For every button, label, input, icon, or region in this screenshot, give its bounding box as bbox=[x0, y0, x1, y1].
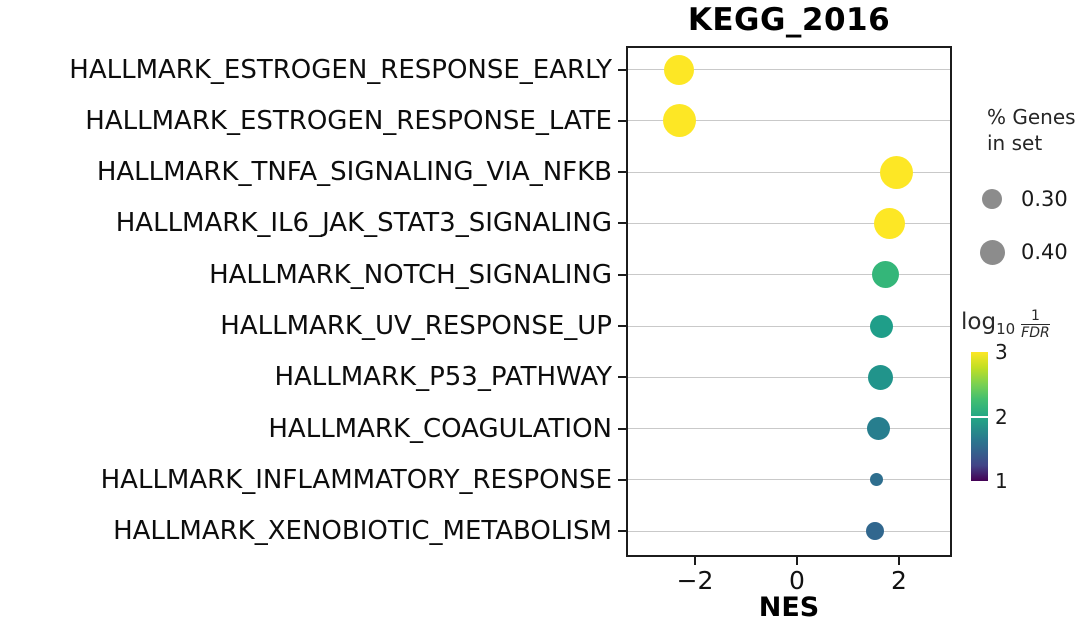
y-tick-mark bbox=[618, 325, 626, 327]
gridline bbox=[628, 325, 950, 327]
y-axis-label-9: HALLMARK_XENOBIOTIC_METABOLISM bbox=[113, 516, 612, 547]
data-point-0 bbox=[664, 54, 695, 85]
x-axis-label: NES bbox=[758, 592, 820, 623]
size-legend-title: % Genes in set bbox=[987, 104, 1076, 156]
y-axis-label-1: HALLMARK_ESTROGEN_RESPONSE_LATE bbox=[85, 105, 612, 136]
x-tick-label-0: −2 bbox=[676, 566, 714, 595]
data-point-7 bbox=[866, 417, 890, 441]
data-point-6 bbox=[867, 364, 893, 390]
data-point-1 bbox=[662, 104, 696, 138]
data-point-2 bbox=[880, 155, 914, 189]
y-axis-label-8: HALLMARK_INFLAMMATORY_RESPONSE bbox=[100, 464, 612, 495]
x-tick-label-2: 2 bbox=[891, 566, 907, 595]
colorbar bbox=[971, 352, 988, 481]
y-tick-mark bbox=[618, 222, 626, 225]
colorbar-tick-2: 1 bbox=[995, 469, 1008, 493]
y-tick-mark bbox=[618, 68, 626, 71]
size-legend-dot-0 bbox=[982, 189, 1002, 209]
data-point-5 bbox=[869, 314, 893, 338]
y-axis-label-2: HALLMARK_TNFA_SIGNALING_VIA_NFKB bbox=[96, 157, 612, 188]
y-tick-mark bbox=[618, 273, 626, 276]
y-axis-label-4: HALLMARK_NOTCH_SIGNALING bbox=[209, 259, 612, 290]
gridline bbox=[628, 222, 950, 224]
x-tick-mark bbox=[898, 557, 900, 565]
gridline bbox=[628, 171, 950, 173]
size-legend-title-line2: in set bbox=[987, 131, 1043, 155]
y-tick-mark bbox=[618, 376, 626, 379]
gridline bbox=[628, 274, 950, 276]
y-tick-mark bbox=[618, 171, 626, 174]
data-point-3 bbox=[874, 207, 906, 239]
y-axis-label-3: HALLMARK_IL6_JAK_STAT3_SIGNALING bbox=[115, 208, 612, 239]
y-tick-mark bbox=[618, 478, 626, 481]
colorbar-label-numerator: 1 bbox=[1021, 309, 1050, 325]
size-legend-value-1: 0.40 bbox=[1021, 240, 1068, 264]
colorbar-label: log 10 1 FDR bbox=[961, 308, 1050, 341]
data-point-9 bbox=[866, 522, 885, 541]
x-tick-mark bbox=[694, 557, 696, 565]
gridline bbox=[628, 376, 950, 378]
x-tick-label-1: 0 bbox=[789, 566, 805, 595]
colorbar-label-fraction: 1 FDR bbox=[1021, 309, 1050, 341]
y-axis-label-5: HALLMARK_UV_RESPONSE_UP bbox=[220, 311, 612, 341]
data-point-4 bbox=[871, 261, 899, 289]
colorbar-label-denominator: FDR bbox=[1021, 325, 1050, 341]
gridline bbox=[628, 428, 950, 430]
size-legend-title-line1: % Genes bbox=[987, 105, 1076, 129]
y-tick-mark bbox=[618, 427, 626, 430]
y-tick-mark bbox=[618, 530, 626, 533]
colorbar-tick-1: 2 bbox=[995, 404, 1008, 429]
gridline bbox=[628, 530, 950, 532]
plot-area bbox=[626, 46, 952, 557]
gridline bbox=[628, 120, 950, 122]
x-tick-mark bbox=[796, 557, 798, 565]
chart-title: KEGG_2016 bbox=[687, 2, 891, 38]
data-point-8 bbox=[869, 473, 883, 487]
y-axis-label-6: HALLMARK_P53_PATHWAY bbox=[274, 362, 612, 393]
y-tick-mark bbox=[618, 119, 626, 122]
gridline bbox=[628, 479, 950, 481]
colorbar-label-log: log bbox=[961, 309, 997, 335]
size-legend-value-0: 0.30 bbox=[1021, 187, 1068, 211]
colorbar-label-sub: 10 bbox=[996, 320, 1016, 338]
y-axis-label-7: HALLMARK_COAGULATION bbox=[268, 413, 612, 444]
y-axis-label-0: HALLMARK_ESTROGEN_RESPONSE_EARLY bbox=[69, 54, 612, 85]
colorbar-tick-0: 3 bbox=[995, 340, 1008, 364]
gridline bbox=[628, 69, 950, 70]
colorbar-marker bbox=[971, 415, 988, 418]
size-legend-dot-1 bbox=[979, 239, 1005, 265]
